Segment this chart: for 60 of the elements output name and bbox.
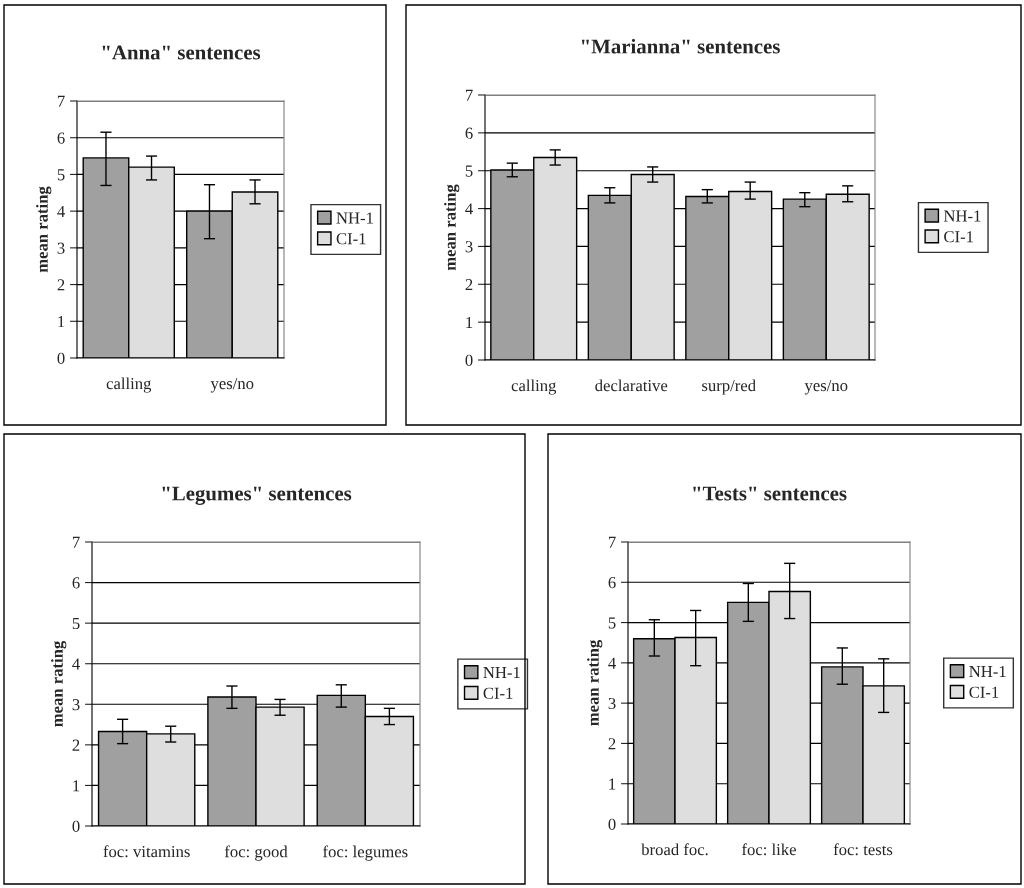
y-tick-label: 6 bbox=[57, 132, 65, 144]
x-tick-label: foc: good bbox=[224, 845, 288, 861]
y-axis-title: mean rating bbox=[444, 184, 460, 271]
legend-label: CI-1 bbox=[969, 686, 999, 698]
legend-label: NH-1 bbox=[483, 666, 520, 678]
y-tick-label: 5 bbox=[608, 617, 616, 629]
y-tick-label: 3 bbox=[72, 699, 80, 711]
y-tick-label: 3 bbox=[465, 241, 473, 253]
y-tick-label: 4 bbox=[57, 205, 65, 217]
x-tick-label: yes/no bbox=[804, 379, 848, 395]
y-tick-label: 2 bbox=[465, 279, 473, 291]
y-tick-label: 7 bbox=[465, 89, 473, 101]
y-tick-label: 2 bbox=[57, 279, 65, 291]
y-tick-label: 4 bbox=[465, 203, 473, 215]
y-tick-label: 7 bbox=[57, 95, 65, 107]
y-tick-label: 1 bbox=[466, 316, 473, 328]
y-tick-label: 2 bbox=[608, 738, 616, 750]
y-tick-label: 6 bbox=[72, 577, 80, 589]
y-tick-label: 4 bbox=[72, 658, 80, 670]
x-tick-label: foc: legumes bbox=[323, 845, 408, 861]
y-tick-label: 7 bbox=[72, 536, 80, 548]
y-tick-label: 1 bbox=[73, 780, 80, 792]
y-tick-label: 3 bbox=[608, 697, 616, 710]
chart-title: "Tests" sentences bbox=[693, 486, 847, 501]
legend-label: NH-1 bbox=[943, 210, 981, 222]
y-axis-title: mean rating bbox=[587, 639, 603, 726]
y-axis-title: mean rating bbox=[36, 186, 52, 273]
x-tick-label: calling bbox=[106, 377, 152, 393]
y-tick-label: 5 bbox=[57, 169, 65, 181]
y-tick-label: 7 bbox=[608, 536, 616, 548]
x-tick-label: foc: tests bbox=[833, 843, 893, 856]
y-tick-label: 0 bbox=[608, 818, 616, 830]
y-tick-label: 6 bbox=[465, 127, 473, 139]
y-tick-label: 0 bbox=[465, 354, 473, 366]
y-tick-label: 6 bbox=[608, 577, 616, 589]
y-axis-title: mean rating bbox=[51, 640, 67, 727]
x-tick-label: surp/red bbox=[702, 379, 756, 395]
chart-title: "Legumes" sentences bbox=[162, 486, 352, 505]
x-tick-label: broad foc. bbox=[641, 843, 708, 856]
x-tick-label: yes/no bbox=[210, 377, 254, 393]
chart-title: "Anna" sentences bbox=[102, 45, 261, 60]
legend-label: CI-1 bbox=[336, 233, 366, 245]
chart-title: "Marianna" sentences bbox=[581, 38, 780, 54]
y-tick-label: 5 bbox=[72, 618, 80, 630]
x-tick-label: foc: like bbox=[741, 843, 796, 856]
legend-label: NH-1 bbox=[969, 665, 1006, 677]
legend-label: NH-1 bbox=[336, 212, 373, 224]
legend-label: CI-1 bbox=[944, 231, 973, 243]
y-tick-label: 1 bbox=[58, 316, 65, 328]
y-tick-label: 1 bbox=[609, 778, 616, 790]
y-tick-label: 3 bbox=[57, 242, 65, 254]
x-tick-label: calling bbox=[511, 379, 557, 395]
y-tick-label: 4 bbox=[608, 657, 616, 669]
legend-label: CI-1 bbox=[483, 687, 513, 699]
y-tick-label: 5 bbox=[465, 165, 473, 177]
x-tick-label: foc: vitamins bbox=[103, 845, 190, 858]
y-tick-label: 2 bbox=[72, 739, 80, 751]
y-tick-label: 0 bbox=[72, 820, 80, 832]
y-tick-label: 0 bbox=[57, 352, 65, 364]
x-tick-label: declarative bbox=[595, 379, 668, 392]
